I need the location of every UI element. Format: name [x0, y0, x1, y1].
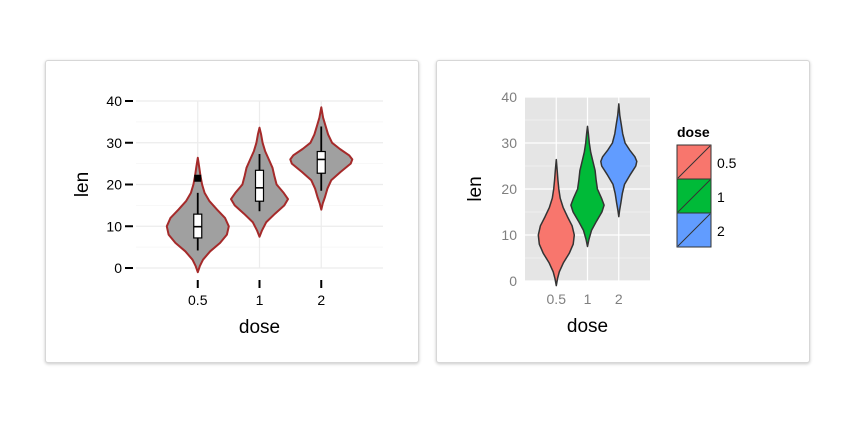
y-tick-label: 10: [106, 218, 122, 234]
legend-label: 0.5: [717, 155, 737, 171]
y-tick-label: 40: [106, 93, 122, 109]
y-tick-label: 30: [501, 135, 517, 151]
x-tick-label: 0.5: [188, 292, 208, 308]
legend-key-line: [677, 213, 711, 247]
legend-key-line: [677, 179, 711, 213]
violin-2: [600, 103, 638, 218]
x-tick-label: 2: [615, 291, 623, 307]
legend-label: 1: [717, 189, 725, 205]
outlier-point: [194, 174, 202, 182]
box-1: [254, 169, 265, 202]
x-axis-title: dose: [239, 317, 280, 338]
x-tick-label: 1: [256, 292, 264, 308]
violin-chart-boxplot: 0 10 20 30 40 0.5 1 2 dose len: [72, 93, 383, 338]
y-tick-label: 20: [106, 177, 122, 193]
y-axis-title: len: [465, 176, 486, 201]
legend-label: 2: [717, 223, 725, 239]
box-2: [316, 150, 326, 174]
left-chart-card: 0 10 20 30 40 0.5 1 2 dose len: [45, 60, 419, 363]
right-chart-card: 0 10 20 30 40 0.5 1 2 dose len dose 0.5 1 2: [436, 60, 810, 363]
legend-key-line: [677, 145, 711, 179]
y-tick-label: 0: [509, 273, 517, 289]
y-axis-title: len: [72, 172, 93, 197]
y-tick-label: 10: [501, 227, 517, 243]
y-tick-label: 30: [106, 135, 122, 151]
x-tick-label: 0.5: [547, 291, 567, 307]
x-axis-title: dose: [567, 316, 608, 337]
x-tick-label: 2: [317, 292, 325, 308]
legend-title: dose: [677, 124, 710, 140]
x-tick-label: 1: [584, 291, 592, 307]
y-tick-label: 40: [501, 89, 517, 105]
violin-1: [570, 125, 605, 248]
violin-0.5: [537, 158, 576, 287]
y-tick-label: 0: [114, 260, 122, 276]
y-tick-label: 20: [501, 181, 517, 197]
